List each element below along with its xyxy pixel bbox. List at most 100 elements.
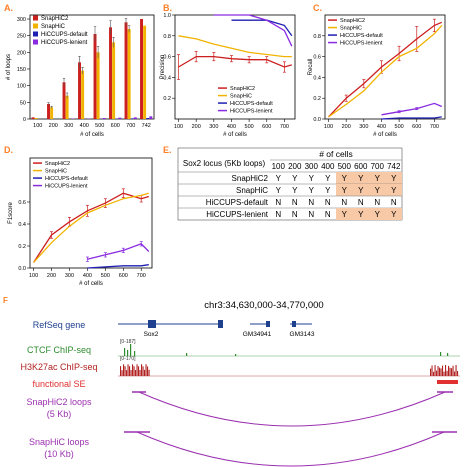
panel-a-xtick-label: 400 [80, 123, 89, 129]
panel-f-ctcf-peak [440, 352, 442, 356]
panel-c-legend-label: SnapHiC2 [340, 18, 365, 24]
panel-f-h3k27ac-peak [135, 370, 137, 376]
panel-a-ytick-label: 50 [20, 100, 26, 106]
panel-b-legend-label: HiCCUPS-default [230, 101, 273, 107]
panel-d-label: D. [4, 145, 13, 155]
panel-a-bar [112, 42, 116, 120]
panel-d-xtick-label: 100 [29, 273, 38, 279]
panel-a-bar [62, 82, 66, 119]
panel-c: C. 0.0 0.2 0.4 0.6 0.8 100 200 300 400 500 600 700 Re… [308, 3, 446, 138]
panel-d-xtick-label: 600 [119, 273, 128, 279]
panel-f-loop-arc [138, 391, 446, 427]
panel-c-ytick-label: 0.0 [313, 117, 321, 123]
panel-a-ytick-label: 100 [17, 84, 26, 90]
panel-b-xtick-label: 200 [192, 124, 201, 130]
panel-e-cell: N [292, 210, 298, 219]
panel-a-xtick-label: 300 [64, 123, 73, 129]
panel-e-cell: Y [309, 186, 315, 195]
panel-f-h3k27ac-peak [439, 367, 441, 376]
panel-f-h3k27ac-peak [126, 370, 128, 376]
panel-f-track-label: SnapHiC2 loops [26, 397, 92, 407]
panel-e-cell: Y [342, 186, 348, 195]
panel-f-ctcf-peak [124, 348, 126, 356]
panel-f-h3k27ac-peak [136, 364, 138, 376]
panel-b-ytick-label: 0.6 [163, 55, 171, 61]
panel-e-highlight-cell [352, 184, 369, 196]
panel-a-bar [93, 34, 97, 119]
panel-e-highlight-cell [336, 184, 353, 196]
panel-c-series-line [381, 116, 442, 120]
panel-f-track-label: SnapHiC loops [29, 437, 90, 447]
panel-a-xlabel: # of cells [80, 132, 104, 138]
panel-c-series-line [381, 102, 443, 116]
panel-e-cell: Y [358, 210, 364, 219]
panel-d-xtick-label: 400 [83, 273, 92, 279]
panel-f-ctcf-peak [186, 353, 188, 356]
panel-b-xtick-label: 300 [209, 124, 218, 130]
panel-b-xtick-label: 500 [245, 124, 254, 130]
panel-e-cell: Y [276, 174, 282, 183]
panel-e-cell: N [325, 198, 331, 207]
panel-f-h3k27ac-peak [440, 368, 442, 376]
panel-d-plot-frame [29, 157, 153, 269]
panel-f-h3k27ac-peak [457, 371, 459, 376]
panel-f-gene-exon [218, 320, 223, 328]
panel-e-column-header: 700 [371, 162, 385, 171]
panel-e-highlight-cell [352, 208, 369, 220]
panel-b-ytick-label: 0.4 [163, 75, 171, 81]
panel-e-cell: Y [276, 186, 282, 195]
panel-a-xtick-label: 200 [49, 123, 58, 129]
panel-d-xlabel: # of cells [79, 281, 103, 287]
panel-f-track-range: [0-170] [120, 356, 136, 362]
panel-f-h3k27ac-peak [449, 367, 451, 376]
panel-d-ytick-label: 0.0 [18, 266, 26, 272]
panel-e-cell: N [341, 198, 347, 207]
panel-f-se-bar [437, 380, 458, 384]
panel-c-legend-label: HiCCUPS-lenient [340, 41, 383, 47]
panel-b-xtick-label: 100 [174, 124, 183, 130]
panel-c-ytick-label: 0.8 [313, 34, 321, 40]
panel-a-bar [127, 29, 131, 119]
panel-c-xtick-label: 300 [359, 124, 368, 130]
panel-f-h3k27ac-peak [431, 365, 433, 376]
panel-e-highlight-cell [369, 172, 386, 184]
panel-e-highlight-cell [385, 208, 402, 220]
panel-e-cell: N [308, 210, 314, 219]
panel-a-xtick-label: 600 [111, 123, 120, 129]
panel-a-xtick-label: 742 [142, 123, 151, 129]
panel-f-h3k27ac-peak [451, 368, 453, 376]
panel-e-column-header: 300 [305, 162, 319, 171]
panel-f-h3k27ac-peak [132, 364, 134, 376]
panel-f-track-label: H3K27ac ChIP-seq [20, 362, 97, 372]
panel-b-legend-label: HiCCUPS-lenient [230, 109, 273, 115]
panel-d-ylabel: F1score [8, 202, 14, 224]
panel-c-xtick-label: 500 [395, 124, 404, 130]
panel-b-series-line [213, 14, 293, 47]
panel-e-cell: Y [342, 210, 348, 219]
panel-a-bar [140, 19, 143, 119]
panel-d-xtick-label: 500 [101, 273, 110, 279]
panel-e-label: E. [163, 145, 172, 155]
panel-a-bar [143, 25, 147, 120]
panel-f-h3k27ac-peak [445, 365, 447, 376]
panel-b-xtick-label: 700 [280, 124, 289, 130]
panel-a-bar [102, 118, 106, 119]
panel-f-h3k27ac-peak [442, 365, 444, 376]
panel-a-xtick-label: 700 [126, 123, 135, 129]
panel-e-cell: Y [358, 174, 364, 183]
panel-e-column-header: 200 [288, 162, 302, 171]
panel-b-label: B. [163, 3, 172, 13]
panel-c-ytick-label: 0.4 [313, 75, 321, 81]
panel-f-h3k27ac-peak [433, 371, 435, 376]
panel-e-row-name: HiCCUPS-lenient [206, 210, 269, 219]
panel-f-h3k27ac-peak [121, 370, 123, 376]
panel-a-plot-frame [29, 14, 155, 120]
panel-e-highlight-cell [352, 172, 369, 184]
panel-b-series-line [178, 55, 292, 68]
panel-f-h3k27ac-peak [129, 366, 131, 376]
panel-e-cell: Y [375, 186, 381, 195]
panel-f-gene-exon [266, 321, 270, 327]
panel-f-h3k27ac-peak [443, 371, 445, 376]
panel-e-cell: N [325, 210, 331, 219]
